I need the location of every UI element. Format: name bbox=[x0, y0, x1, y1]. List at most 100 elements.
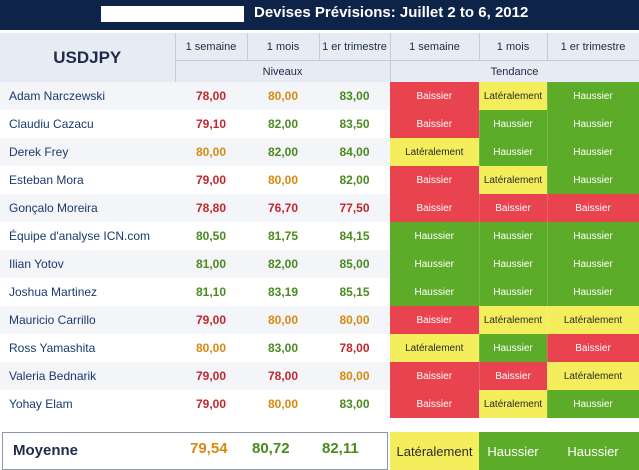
level-value: 79,00 bbox=[175, 362, 247, 390]
redacted-box bbox=[101, 6, 244, 22]
level-value: 80,50 bbox=[175, 222, 247, 250]
col-header: 1 er trimestre bbox=[547, 33, 639, 61]
trend-cell: Latéralement bbox=[547, 362, 639, 390]
level-value: 83,00 bbox=[247, 334, 319, 362]
trend-cell: Baissier bbox=[390, 82, 480, 110]
analyst-name: Adam Narczewski bbox=[0, 82, 175, 110]
analyst-name: Valeria Bednarik bbox=[0, 362, 175, 390]
trend-cell: Haussier bbox=[547, 278, 639, 306]
level-value: 80,00 bbox=[175, 334, 247, 362]
analyst-name: Yohay Elam bbox=[0, 390, 175, 418]
level-value: 83,19 bbox=[247, 278, 319, 306]
analyst-name: Gonçalo Moreira bbox=[0, 194, 175, 222]
level-value: 83,00 bbox=[319, 82, 390, 110]
group-trend: Tendance bbox=[390, 60, 639, 82]
level-value: 81,10 bbox=[175, 278, 247, 306]
table-row: Yohay Elam 79,00 80,00 83,00 Baissier Latéral… bbox=[0, 390, 639, 418]
analyst-name: Joshua Martinez bbox=[0, 278, 175, 306]
level-value: 82,00 bbox=[247, 138, 319, 166]
table-row: Ross Yamashita 80,00 83,00 78,00 Latéralemen… bbox=[0, 334, 639, 362]
level-value: 78,00 bbox=[247, 362, 319, 390]
level-value: 77,50 bbox=[319, 194, 390, 222]
level-value: 80,00 bbox=[247, 82, 319, 110]
analyst-name: Derek Frey bbox=[0, 138, 175, 166]
level-value: 80,00 bbox=[247, 390, 319, 418]
trend-cell: Haussier bbox=[547, 222, 639, 250]
col-header: 1 mois bbox=[479, 33, 548, 61]
trend-cell: Haussier bbox=[479, 110, 548, 138]
page-title: Devises Prévisions: Juillet 2 to 6, 2012 bbox=[254, 4, 529, 21]
level-value: 80,00 bbox=[175, 138, 247, 166]
analyst-name: Ilian Yotov bbox=[0, 250, 175, 278]
level-value: 76,70 bbox=[247, 194, 319, 222]
average-value-month: 80,72 bbox=[252, 440, 290, 457]
table-row: Esteban Mora 79,00 80,00 82,00 Baissier Latér… bbox=[0, 166, 639, 194]
col-header: 1 semaine bbox=[175, 33, 248, 61]
average-value-week: 79,54 bbox=[190, 440, 228, 457]
level-value: 79,00 bbox=[175, 306, 247, 334]
trend-cell: Baissier bbox=[390, 390, 480, 418]
level-value: 78,80 bbox=[175, 194, 247, 222]
trend-cell: Baissier bbox=[390, 194, 480, 222]
col-header: 1 semaine bbox=[390, 33, 480, 61]
average-trend-week: Latéralement bbox=[390, 432, 479, 470]
analyst-name: Esteban Mora bbox=[0, 166, 175, 194]
trend-cell: Baissier bbox=[390, 110, 480, 138]
trend-cell: Baissier bbox=[390, 166, 480, 194]
trend-cell: Haussier bbox=[547, 82, 639, 110]
level-value: 80,00 bbox=[319, 362, 390, 390]
trend-cell: Latéralement bbox=[479, 306, 548, 334]
trend-cell: Haussier bbox=[479, 222, 548, 250]
title-bar: Devises Prévisions: Juillet 2 to 6, 2012 bbox=[0, 0, 639, 30]
trend-cell: Baissier bbox=[479, 362, 548, 390]
table-row: Claudiu Cazacu 79,10 82,00 83,50 Baissier Hau… bbox=[0, 110, 639, 138]
level-value: 83,00 bbox=[319, 390, 390, 418]
level-value: 82,00 bbox=[247, 250, 319, 278]
analyst-name: Mauricio Carrillo bbox=[0, 306, 175, 334]
trend-cell: Haussier bbox=[479, 250, 548, 278]
trend-cell: Haussier bbox=[479, 334, 548, 362]
trend-cell: Haussier bbox=[547, 166, 639, 194]
trend-cell: Latéralement bbox=[479, 390, 548, 418]
level-value: 78,00 bbox=[175, 82, 247, 110]
trend-cell: Baissier bbox=[390, 306, 480, 334]
average-trend-month: Haussier bbox=[479, 432, 547, 470]
trend-cell: Haussier bbox=[390, 222, 480, 250]
trend-cell: Baissier bbox=[547, 194, 639, 222]
level-value: 81,75 bbox=[247, 222, 319, 250]
average-box: Moyenne bbox=[2, 432, 388, 470]
col-header: 1 er trimestre bbox=[319, 33, 391, 61]
level-value: 80,00 bbox=[247, 166, 319, 194]
average-value-quarter: 82,11 bbox=[322, 440, 359, 457]
level-value: 84,00 bbox=[319, 138, 390, 166]
trend-cell: Baissier bbox=[479, 194, 548, 222]
level-value: 79,00 bbox=[175, 390, 247, 418]
analyst-name: Claudiu Cazacu bbox=[0, 110, 175, 138]
trend-cell: Haussier bbox=[390, 278, 480, 306]
level-value: 81,00 bbox=[175, 250, 247, 278]
level-value: 83,50 bbox=[319, 110, 390, 138]
table-row: Derek Frey 80,00 82,00 84,00 Latéralement Hau… bbox=[0, 138, 639, 166]
trend-cell: Haussier bbox=[547, 110, 639, 138]
trend-cell: Haussier bbox=[547, 138, 639, 166]
trend-cell: Haussier bbox=[479, 278, 548, 306]
trend-cell: Latéralement bbox=[479, 166, 548, 194]
analyst-name: Équipe d'analyse ICN.com bbox=[0, 222, 175, 250]
trend-cell: Haussier bbox=[547, 390, 639, 418]
level-value: 82,00 bbox=[247, 110, 319, 138]
group-levels: Niveaux bbox=[175, 60, 391, 82]
trend-cell: Baissier bbox=[390, 362, 480, 390]
trend-cell: Haussier bbox=[547, 250, 639, 278]
table-row: Gonçalo Moreira 78,80 76,70 77,50 Baissier Ba… bbox=[0, 194, 639, 222]
table-row: Mauricio Carrillo 79,00 80,00 80,00 Baissier… bbox=[0, 306, 639, 334]
level-value: 82,00 bbox=[319, 166, 390, 194]
average-row: Moyenne 79,54 80,72 82,11 Latéralement H… bbox=[0, 432, 639, 470]
trend-cell: Baissier bbox=[547, 334, 639, 362]
level-value: 85,15 bbox=[319, 278, 390, 306]
average-trend-quarter: Haussier bbox=[547, 432, 639, 470]
level-value: 79,00 bbox=[175, 166, 247, 194]
forecast-table: USDJPY 1 semaine 1 mois 1 er trimestre 1… bbox=[0, 33, 639, 418]
analyst-name: Ross Yamashita bbox=[0, 334, 175, 362]
trend-cell: Latéralement bbox=[547, 306, 639, 334]
table-row: Joshua Martinez 81,10 83,19 85,15 Haussier Ha… bbox=[0, 278, 639, 306]
